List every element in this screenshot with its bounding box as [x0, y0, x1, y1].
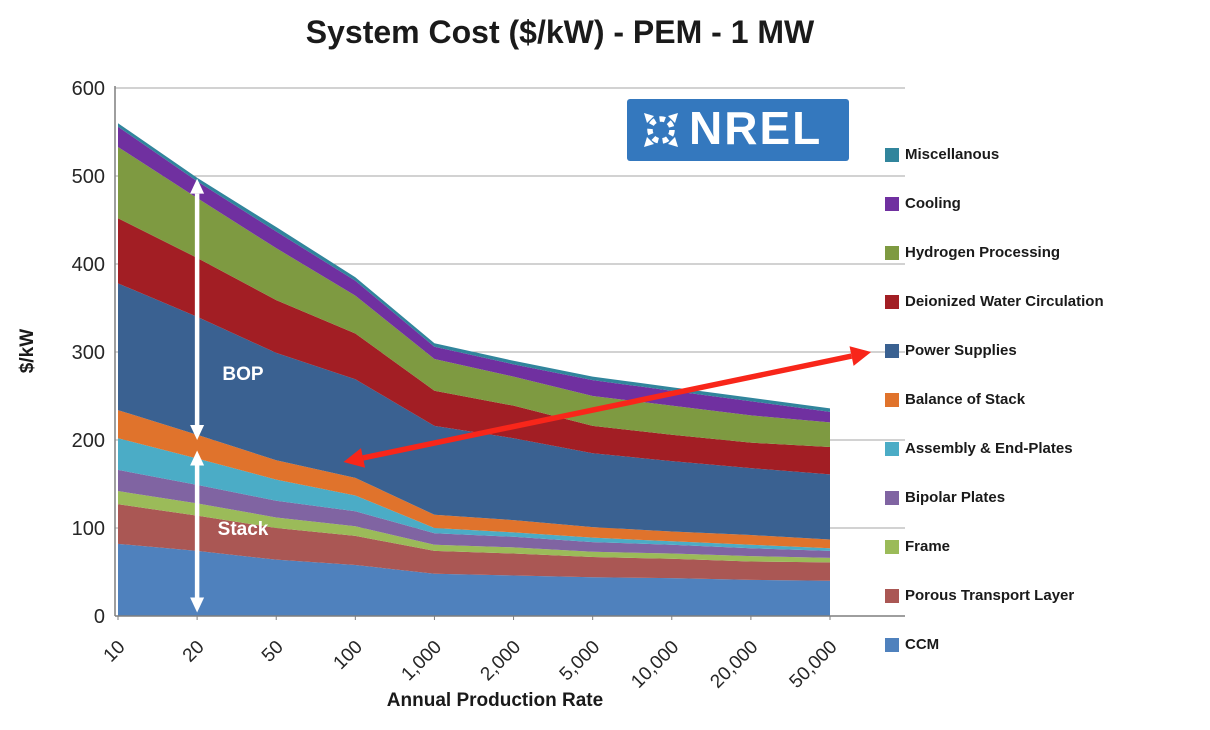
legend-swatch-icon [885, 343, 899, 358]
x-tick-label: 2,000 [477, 637, 525, 685]
y-tick-label: 100 [72, 518, 105, 540]
bop_arrow-head [190, 178, 205, 194]
area-band-balance-of-stack [118, 410, 830, 549]
y-tick-label: 300 [72, 342, 105, 364]
x-tick-label: 1,000 [398, 637, 446, 685]
x-tick-label: 50,000 [786, 637, 842, 693]
area-band-bipolar-plates [118, 469, 830, 558]
legend-item: Balance of Stack [885, 375, 1104, 424]
x-tick-label: 5,000 [556, 637, 604, 685]
legend-swatch-icon [885, 392, 899, 407]
legend-label: Porous Transport Layer [905, 587, 1075, 604]
area-band-miscellanous [118, 123, 830, 412]
area-band-cooling [118, 126, 830, 423]
area-band-frame [118, 491, 830, 563]
legend-item: Assembly & End-Plates [885, 424, 1104, 473]
legend-item: Cooling [885, 179, 1104, 228]
x-tick-label: 10 [100, 637, 130, 667]
chart-title: System Cost ($/kW) - PEM - 1 MW [305, 14, 815, 50]
legend-item: Power Supplies [885, 326, 1104, 375]
legend-swatch-icon [885, 245, 899, 260]
x-tick-label: 10,000 [627, 637, 683, 693]
power-supplies-arrow-head [849, 346, 872, 366]
y-tick-label: 0 [94, 606, 105, 628]
legend-swatch-icon [885, 588, 899, 603]
legend-swatch-icon [885, 441, 899, 456]
legend-item: Porous Transport Layer [885, 571, 1104, 620]
legend-swatch-icon [885, 147, 899, 162]
legend-item: Frame [885, 522, 1104, 571]
power-supplies-arrow-head [343, 448, 366, 468]
legend-swatch-icon [885, 294, 899, 309]
x-axis-title: Annual Production Rate [386, 690, 604, 711]
x-tick-label: 100 [330, 637, 367, 674]
legend-swatch-icon [885, 490, 899, 505]
power-supplies-arrow-shaft [362, 353, 853, 461]
nrel-sun-icon [644, 113, 678, 147]
area-band-assembly-end-plates [118, 438, 830, 551]
x-tick-label: 50 [258, 637, 288, 667]
legend-item: Deionized Water Circulation [885, 277, 1104, 326]
legend-label: Cooling [905, 195, 961, 212]
legend-label: CCM [905, 636, 940, 653]
legend-label: Power Supplies [905, 342, 1017, 359]
chart-legend: Miscellanous Cooling Hydrogen Processing De… [885, 130, 1104, 669]
stack_arrow-label: Stack [218, 519, 269, 540]
y-tick-label: 400 [72, 254, 105, 276]
legend-swatch-icon [885, 637, 899, 652]
legend-item: Bipolar Plates [885, 473, 1104, 522]
stack_arrow-head [190, 597, 205, 613]
y-tick-label: 500 [72, 166, 105, 188]
legend-label: Deionized Water Circulation [905, 293, 1104, 310]
legend-label: Hydrogen Processing [905, 244, 1061, 261]
legend-label: Bipolar Plates [905, 489, 1006, 506]
area-band-porous-transport-layer [118, 504, 830, 581]
legend-label: Assembly & End-Plates [905, 440, 1073, 457]
legend-label: Frame [905, 538, 951, 555]
legend-label: Miscellanous [905, 146, 1000, 163]
legend-item: CCM [885, 620, 1104, 669]
area-band-deionized-water-circulation [118, 218, 830, 475]
nrel-logo: NREL [627, 99, 849, 161]
nrel-logo-text: NREL [689, 102, 823, 154]
legend-item: Miscellanous [885, 130, 1104, 179]
y-tick-label: 200 [72, 430, 105, 452]
area-band-hydrogen-processing [118, 146, 830, 448]
stack_arrow-head [190, 450, 205, 466]
x-tick-label: 20,000 [706, 637, 762, 693]
y-axis-title: $/kW [17, 328, 38, 374]
x-tick-label: 20 [179, 637, 209, 667]
legend-label: Balance of Stack [905, 391, 1026, 408]
bop_arrow-head [190, 425, 205, 440]
legend-swatch-icon [885, 196, 899, 211]
legend-swatch-icon [885, 539, 899, 554]
y-tick-label: 600 [72, 78, 105, 100]
legend-item: Hydrogen Processing [885, 228, 1104, 277]
bop_arrow-label: BOP [222, 364, 264, 385]
area-band-ccm [118, 543, 830, 616]
area-band-power-supplies [118, 283, 830, 540]
